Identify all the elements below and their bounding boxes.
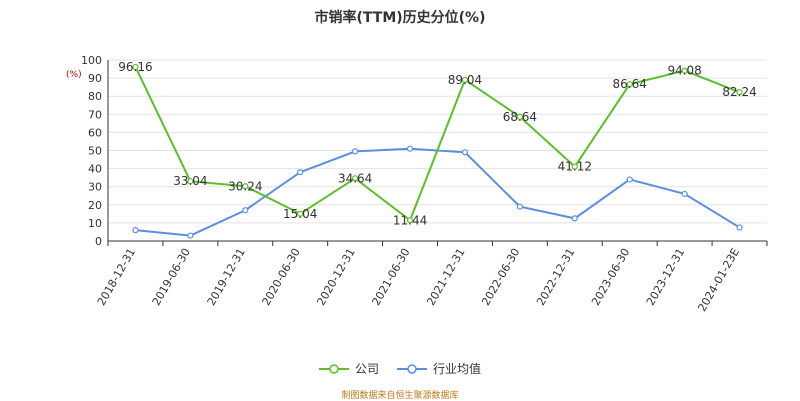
data-point bbox=[516, 113, 523, 120]
y-tick-label: 20 bbox=[88, 199, 102, 212]
y-tick-label: 60 bbox=[88, 126, 102, 139]
data-label: 82.24 bbox=[722, 85, 756, 99]
data-label: 94.08 bbox=[667, 64, 701, 78]
y-tick-label: 80 bbox=[88, 90, 102, 103]
data-point bbox=[187, 232, 194, 239]
data-point bbox=[681, 190, 688, 198]
legend-item-industry[interactable]: 行业均值 bbox=[397, 360, 481, 377]
data-point bbox=[297, 169, 304, 176]
x-tick-label: 2020-06-30 bbox=[260, 246, 303, 308]
data-label: 86.64 bbox=[613, 77, 647, 91]
legend-label-industry: 行业均值 bbox=[433, 362, 482, 376]
data-point bbox=[406, 217, 414, 224]
data-label: 11.44 bbox=[393, 213, 427, 227]
data-point bbox=[516, 203, 523, 210]
x-tick-label: 2019-06-30 bbox=[150, 246, 193, 308]
data-point bbox=[132, 227, 139, 234]
data-point bbox=[187, 178, 194, 185]
x-tick-label: 2019-12-31 bbox=[205, 246, 248, 308]
data-point bbox=[242, 207, 249, 214]
data-point bbox=[626, 176, 633, 183]
data-point bbox=[626, 81, 633, 88]
x-tick-label: 2018-12-31 bbox=[95, 246, 138, 308]
data-label: 96.16 bbox=[118, 60, 152, 74]
data-point bbox=[297, 210, 304, 217]
y-tick-label: 0 bbox=[95, 235, 102, 248]
data-label: 41.12 bbox=[558, 160, 592, 174]
x-tick-label: 2020-12-31 bbox=[314, 246, 357, 308]
source-note: 制图数据来自恒生聚源数据库 bbox=[341, 391, 459, 401]
x-tick-label: 2024-01-23E bbox=[695, 246, 742, 314]
data-point bbox=[461, 149, 469, 156]
y-tick-label: 70 bbox=[88, 108, 102, 121]
data-point bbox=[461, 76, 469, 83]
data-point bbox=[736, 89, 743, 96]
data-point bbox=[681, 67, 688, 74]
y-tick-label: 90 bbox=[88, 72, 102, 85]
data-point bbox=[352, 148, 359, 155]
y-tick-label: 40 bbox=[88, 163, 102, 176]
legend-line-marker-icon bbox=[397, 363, 427, 374]
y-axis-unit: (%) bbox=[66, 70, 82, 80]
y-tick-label: 10 bbox=[88, 217, 102, 230]
x-tick-label: 2023-06-30 bbox=[589, 246, 632, 308]
data-point bbox=[736, 224, 743, 231]
data-point bbox=[242, 183, 249, 190]
legend-label-company: 公司 bbox=[354, 362, 379, 376]
x-tick-label: 2022-06-30 bbox=[479, 246, 522, 308]
y-tick-label: 30 bbox=[88, 181, 102, 194]
data-point bbox=[571, 163, 578, 170]
data-point bbox=[352, 175, 359, 182]
y-tick-label: 50 bbox=[88, 145, 102, 158]
data-label: 68.64 bbox=[503, 110, 537, 124]
data-label: 15.04 bbox=[283, 207, 317, 221]
series-line bbox=[134, 66, 740, 222]
plot-area: 0 10 20 30 40 50 60 70 80 90 100 2018-12-31 2019-06-… bbox=[81, 54, 768, 314]
legend: 公司 行业均值 bbox=[0, 360, 800, 377]
y-tick-label: 100 bbox=[81, 54, 102, 67]
data-point bbox=[571, 215, 578, 222]
legend-item-company[interactable]: 公司 bbox=[318, 360, 379, 377]
data-label: 34.64 bbox=[338, 171, 372, 185]
data-label: 33.04 bbox=[173, 174, 207, 188]
x-tick-label: 2022-12-31 bbox=[534, 246, 577, 308]
data-label: 30.24 bbox=[228, 179, 262, 193]
x-tick-label: 2021-12-31 bbox=[424, 246, 467, 308]
legend-line-marker-icon bbox=[318, 363, 349, 374]
data-point bbox=[406, 145, 414, 152]
data-label: 89.04 bbox=[448, 73, 482, 87]
x-tick-label: 2023-12-31 bbox=[644, 246, 687, 308]
x-tick-label: 2021-06-30 bbox=[369, 246, 412, 308]
data-point bbox=[132, 63, 139, 71]
chart-title: 市销率(TTM)历史分位(%) bbox=[314, 10, 486, 26]
